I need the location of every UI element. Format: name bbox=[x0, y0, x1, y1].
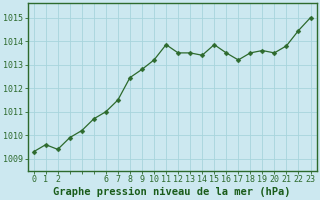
X-axis label: Graphe pression niveau de la mer (hPa): Graphe pression niveau de la mer (hPa) bbox=[53, 186, 291, 197]
